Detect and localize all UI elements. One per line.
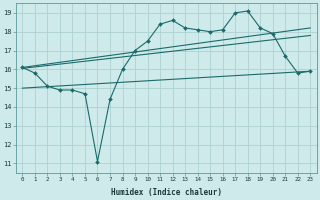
X-axis label: Humidex (Indice chaleur): Humidex (Indice chaleur) [111, 188, 222, 197]
